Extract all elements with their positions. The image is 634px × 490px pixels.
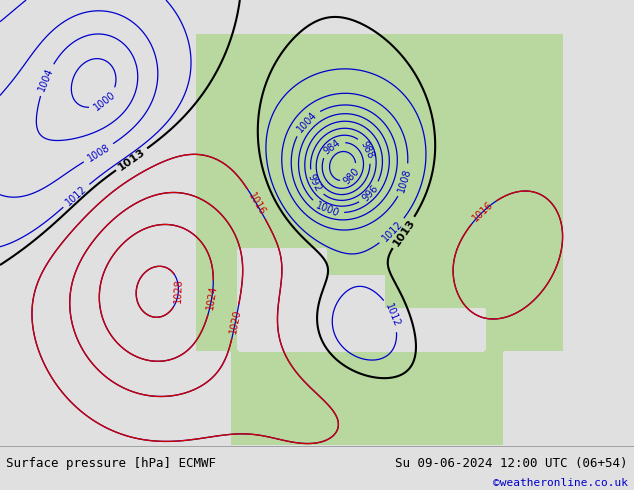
Text: 1004: 1004 [37, 67, 55, 93]
Text: ©weatheronline.co.uk: ©weatheronline.co.uk [493, 478, 628, 488]
Text: Su 09-06-2024 12:00 UTC (06+54): Su 09-06-2024 12:00 UTC (06+54) [395, 457, 628, 469]
Text: 1004: 1004 [295, 110, 319, 135]
Text: 992: 992 [306, 172, 323, 194]
Text: 996: 996 [360, 183, 380, 203]
Text: 1008: 1008 [86, 142, 112, 164]
Text: 984: 984 [321, 137, 342, 156]
Text: 1016: 1016 [246, 191, 267, 217]
Text: 1000: 1000 [314, 200, 340, 219]
Text: 1012: 1012 [64, 184, 89, 208]
Text: 1013: 1013 [116, 147, 147, 172]
Text: 980: 980 [342, 166, 361, 186]
Text: 1028: 1028 [173, 278, 184, 303]
Text: 1024: 1024 [205, 285, 219, 311]
Text: 1013: 1013 [391, 217, 417, 248]
Text: 1012: 1012 [380, 219, 404, 244]
Text: 1000: 1000 [92, 90, 117, 113]
Text: Surface pressure [hPa] ECMWF: Surface pressure [hPa] ECMWF [6, 457, 216, 469]
Text: 988: 988 [359, 140, 375, 160]
Text: 1016: 1016 [470, 199, 495, 223]
Text: 1012: 1012 [383, 302, 402, 329]
Text: 1020: 1020 [228, 308, 243, 335]
Text: 1008: 1008 [396, 167, 413, 194]
